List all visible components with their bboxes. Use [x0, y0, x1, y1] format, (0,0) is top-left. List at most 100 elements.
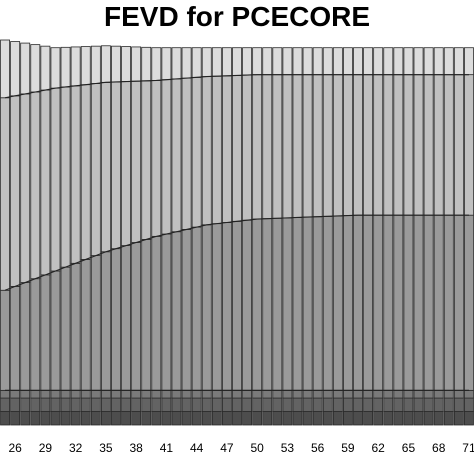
- bar-segment-31-s6: [60, 46, 71, 88]
- bar-segment-52-s3: [272, 389, 283, 399]
- bar-segment-57-s4: [322, 215, 333, 391]
- bar-segment-43-s2: [181, 397, 192, 412]
- bar-segment-34-s5: [90, 83, 101, 256]
- bar-segment-66-s2: [413, 397, 424, 412]
- bar-segment-31-s1: [60, 411, 71, 426]
- bar-segment-25-s1: [0, 411, 10, 426]
- bar-segment-52-s6: [272, 47, 283, 76]
- bar-segment-44-s3: [191, 389, 202, 399]
- bar-segment-37-s3: [121, 389, 132, 399]
- bar-segment-40-s6: [151, 47, 162, 81]
- bar-segment-49-s3: [242, 389, 253, 399]
- x-tick-label-50: 50: [250, 441, 264, 455]
- bar-segment-51-s5: [262, 74, 273, 220]
- bar-segment-50-s3: [252, 389, 263, 399]
- bar-segment-51-s6: [262, 47, 273, 76]
- bar-segment-44-s6: [191, 47, 202, 78]
- bar-segment-30-s5: [50, 87, 61, 272]
- bar-segment-34-s6: [90, 45, 101, 84]
- x-tick-label-47: 47: [220, 441, 234, 455]
- bar-segment-48-s2: [232, 397, 242, 412]
- bar-segment-69-s2: [443, 397, 454, 412]
- bar-segment-64-s4: [393, 214, 404, 391]
- bar-segment-41-s4: [161, 233, 172, 391]
- bar-segment-69-s4: [443, 214, 454, 391]
- bar-segment-68-s5: [433, 74, 444, 216]
- bar-segment-48-s4: [232, 220, 242, 391]
- bar-segment-39-s2: [141, 397, 152, 412]
- bar-segment-29-s6: [40, 45, 51, 91]
- bar-segment-59-s5: [342, 74, 353, 216]
- bar-segment-49-s4: [242, 219, 253, 391]
- bar-segment-58-s3: [332, 389, 343, 399]
- bar-segment-40-s2: [151, 397, 162, 412]
- bar-segment-62-s1: [373, 411, 384, 426]
- bar-segment-59-s3: [342, 389, 353, 399]
- bar-segment-34-s4: [90, 255, 101, 391]
- bar-segment-50-s2: [252, 397, 263, 412]
- bar-segment-49-s1: [242, 411, 253, 426]
- bar-segment-32-s4: [70, 262, 81, 391]
- bar-segment-38-s3: [131, 389, 142, 399]
- bar-segment-54-s4: [292, 217, 303, 391]
- bar-segment-71-s5: [464, 74, 474, 216]
- bar-segment-33-s6: [80, 46, 91, 86]
- bar-segment-58-s5: [332, 74, 343, 217]
- bar-segment-39-s3: [141, 389, 152, 399]
- bar-segment-25-s3: [0, 389, 10, 399]
- x-tick-label-56: 56: [311, 441, 325, 455]
- bar-segment-53-s2: [282, 397, 293, 412]
- bar-segment-59-s1: [342, 411, 353, 426]
- bar-segment-40-s4: [151, 235, 162, 391]
- bar-segment-51-s3: [262, 389, 273, 399]
- bar-segment-44-s5: [191, 76, 202, 228]
- bar-segment-42-s1: [171, 411, 182, 426]
- bar-segment-28-s1: [30, 411, 41, 426]
- share-boundary-line-3: [4, 74, 469, 99]
- bar-segment-47-s4: [221, 222, 232, 391]
- bar-segment-28-s2: [30, 397, 41, 412]
- bar-segment-43-s4: [181, 229, 192, 391]
- bar-segment-49-s5: [242, 74, 253, 221]
- bar-segment-47-s5: [221, 75, 232, 223]
- bar-segment-43-s1: [181, 411, 192, 426]
- x-tick-label-26: 26: [8, 441, 22, 455]
- bar-segment-59-s2: [342, 397, 353, 412]
- x-tick-label-29: 29: [39, 441, 53, 455]
- bar-segment-42-s4: [171, 231, 182, 391]
- bar-segment-36-s6: [111, 45, 121, 83]
- bar-segment-63-s5: [383, 74, 394, 216]
- bar-segment-64-s5: [393, 74, 404, 216]
- x-tick-label-35: 35: [99, 441, 113, 455]
- bar-segment-45-s2: [201, 397, 212, 412]
- bar-segment-66-s6: [413, 47, 424, 76]
- bar-segment-70-s3: [453, 389, 464, 399]
- bar-segment-60-s3: [353, 389, 363, 399]
- bar-segment-61-s1: [363, 411, 374, 426]
- bar-segment-63-s6: [383, 47, 394, 76]
- bar-segment-67-s3: [423, 389, 434, 399]
- bar-segment-37-s2: [121, 397, 132, 412]
- bar-segment-59-s6: [342, 47, 353, 76]
- bar-segment-62-s4: [373, 214, 384, 391]
- bar-segment-61-s2: [363, 397, 374, 412]
- bar-segment-47-s6: [221, 47, 232, 77]
- bar-segment-61-s6: [363, 47, 374, 76]
- bar-segment-67-s6: [423, 47, 434, 76]
- bar-segment-26-s2: [10, 397, 21, 412]
- bar-segment-33-s2: [80, 397, 91, 412]
- bar-segment-57-s5: [322, 74, 333, 217]
- bar-segment-42-s5: [171, 78, 182, 233]
- bar-segment-45-s1: [201, 411, 212, 426]
- bar-segment-56-s2: [312, 397, 323, 412]
- bar-segment-45-s3: [201, 389, 212, 399]
- bar-segment-50-s5: [252, 74, 263, 220]
- bar-segment-69-s1: [443, 411, 454, 426]
- bar-segment-49-s2: [242, 397, 253, 412]
- bar-segment-27-s6: [20, 42, 31, 95]
- bar-segment-44-s1: [191, 411, 202, 426]
- bar-segment-39-s5: [141, 80, 152, 240]
- bar-segment-65-s3: [403, 389, 414, 399]
- bar-segment-71-s1: [464, 411, 474, 426]
- bar-segment-29-s3: [40, 389, 51, 399]
